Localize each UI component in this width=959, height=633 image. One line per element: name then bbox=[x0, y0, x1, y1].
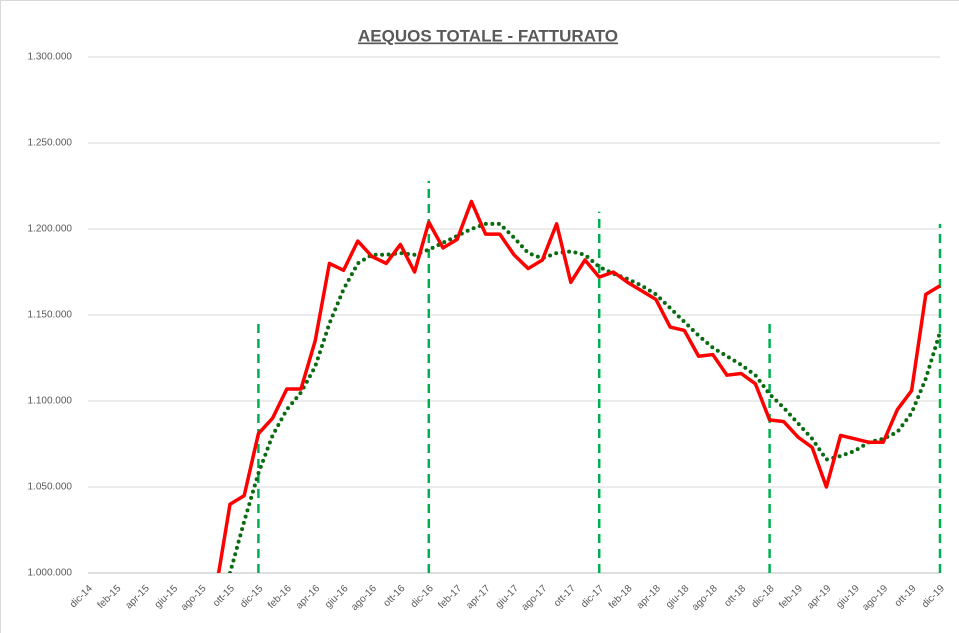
y-tick-label: 1.300.000 bbox=[28, 52, 73, 63]
y-tick-label: 1.250.000 bbox=[28, 138, 73, 149]
data-line bbox=[216, 199, 941, 573]
chart-title: AEQUOS TOTALE - FATTURATO bbox=[358, 26, 618, 45]
plot-area bbox=[216, 180, 942, 573]
y-tick-label: 1.050.000 bbox=[28, 482, 73, 493]
y-tick-label: 1.000.000 bbox=[28, 568, 73, 579]
y-tick-label: 1.200.000 bbox=[28, 224, 73, 235]
y-tick-label: 1.100.000 bbox=[28, 396, 73, 407]
trend-line bbox=[228, 221, 942, 573]
y-tick-label: 1.150.000 bbox=[28, 310, 73, 321]
